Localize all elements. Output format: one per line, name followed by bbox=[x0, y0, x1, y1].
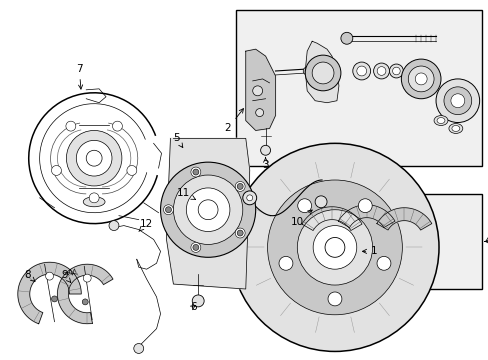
Text: 7: 7 bbox=[76, 64, 82, 89]
Circle shape bbox=[327, 292, 341, 306]
Circle shape bbox=[160, 162, 255, 257]
Polygon shape bbox=[301, 207, 361, 230]
Circle shape bbox=[83, 274, 91, 282]
Polygon shape bbox=[166, 138, 249, 289]
Circle shape bbox=[89, 193, 99, 203]
Circle shape bbox=[82, 299, 88, 305]
Circle shape bbox=[358, 199, 371, 213]
Circle shape bbox=[192, 169, 199, 175]
Circle shape bbox=[314, 196, 326, 208]
Text: 8: 8 bbox=[24, 270, 35, 282]
Circle shape bbox=[297, 210, 372, 285]
Text: 1: 1 bbox=[362, 246, 377, 256]
Polygon shape bbox=[245, 49, 275, 130]
Text: 11: 11 bbox=[176, 188, 195, 199]
Polygon shape bbox=[338, 205, 394, 228]
Circle shape bbox=[340, 32, 352, 44]
Circle shape bbox=[163, 205, 173, 215]
Circle shape bbox=[134, 343, 143, 354]
Ellipse shape bbox=[448, 123, 462, 134]
Circle shape bbox=[86, 150, 102, 166]
Circle shape bbox=[112, 121, 122, 131]
Circle shape bbox=[235, 228, 244, 238]
Circle shape bbox=[190, 243, 201, 252]
Circle shape bbox=[376, 67, 385, 75]
Circle shape bbox=[66, 130, 122, 186]
Circle shape bbox=[356, 66, 366, 76]
Text: 5: 5 bbox=[173, 133, 183, 148]
Text: 4: 4 bbox=[483, 237, 488, 247]
Text: 6: 6 bbox=[189, 302, 196, 312]
Polygon shape bbox=[376, 208, 431, 230]
Circle shape bbox=[303, 67, 310, 75]
Circle shape bbox=[192, 295, 203, 307]
Polygon shape bbox=[58, 264, 113, 324]
Ellipse shape bbox=[317, 198, 325, 206]
Circle shape bbox=[414, 73, 426, 85]
Text: 12: 12 bbox=[139, 219, 153, 231]
Circle shape bbox=[235, 181, 244, 192]
Circle shape bbox=[376, 256, 390, 270]
Circle shape bbox=[325, 238, 344, 257]
Circle shape bbox=[305, 55, 340, 91]
Circle shape bbox=[45, 272, 53, 280]
Circle shape bbox=[407, 66, 433, 92]
Circle shape bbox=[66, 121, 76, 131]
Circle shape bbox=[126, 166, 137, 175]
Circle shape bbox=[198, 200, 218, 220]
Circle shape bbox=[252, 86, 262, 96]
Circle shape bbox=[401, 59, 440, 99]
Polygon shape bbox=[18, 262, 81, 324]
Circle shape bbox=[173, 175, 243, 244]
Circle shape bbox=[246, 195, 252, 201]
Circle shape bbox=[373, 63, 388, 79]
Ellipse shape bbox=[83, 197, 105, 207]
Ellipse shape bbox=[436, 118, 444, 123]
Circle shape bbox=[279, 256, 292, 270]
Text: 2: 2 bbox=[224, 109, 243, 134]
Circle shape bbox=[76, 140, 112, 176]
Circle shape bbox=[237, 184, 243, 189]
Ellipse shape bbox=[451, 126, 459, 131]
Circle shape bbox=[435, 79, 479, 122]
Circle shape bbox=[311, 62, 333, 84]
Bar bbox=[235, 10, 481, 166]
Circle shape bbox=[260, 145, 270, 155]
Circle shape bbox=[443, 87, 471, 114]
Polygon shape bbox=[305, 41, 338, 103]
Circle shape bbox=[392, 67, 399, 75]
Circle shape bbox=[243, 191, 256, 205]
Ellipse shape bbox=[433, 116, 447, 126]
Circle shape bbox=[237, 230, 243, 236]
Circle shape bbox=[51, 296, 58, 302]
Text: 3: 3 bbox=[262, 157, 268, 170]
Circle shape bbox=[186, 188, 229, 231]
Circle shape bbox=[312, 226, 356, 269]
Circle shape bbox=[267, 180, 402, 315]
Circle shape bbox=[388, 64, 403, 78]
Circle shape bbox=[190, 167, 201, 177]
Text: 9: 9 bbox=[61, 270, 71, 283]
Circle shape bbox=[255, 109, 263, 117]
Circle shape bbox=[352, 62, 370, 80]
Circle shape bbox=[165, 207, 171, 213]
Circle shape bbox=[109, 221, 119, 230]
Circle shape bbox=[51, 166, 61, 175]
Text: 10: 10 bbox=[290, 210, 311, 227]
Circle shape bbox=[297, 199, 311, 213]
Circle shape bbox=[450, 94, 464, 108]
Circle shape bbox=[192, 244, 199, 251]
Bar bbox=[314, 194, 481, 289]
Circle shape bbox=[230, 143, 438, 351]
